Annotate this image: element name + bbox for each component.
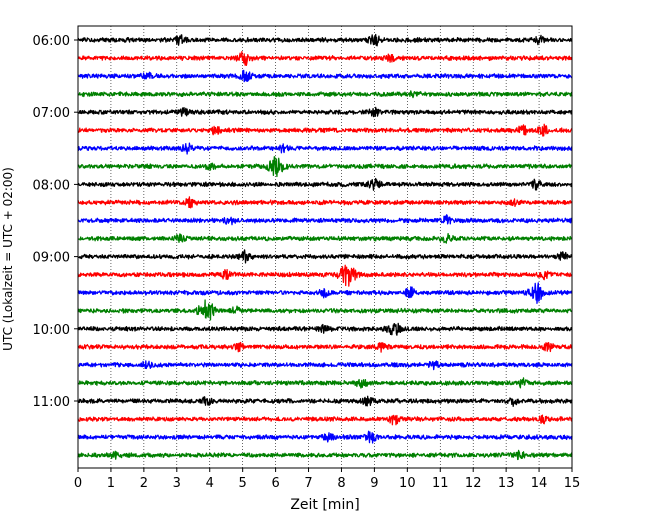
y-axis-label: UTC (Lokalzeit = UTC + 02:00) (1, 167, 15, 351)
trace-line (77, 360, 573, 371)
trace-line (77, 449, 573, 461)
trace-line (77, 214, 573, 226)
trace-line (77, 414, 573, 426)
x-tick-label: 6 (271, 476, 279, 491)
x-tick-label: 12 (465, 476, 482, 491)
x-tick-label: 8 (337, 476, 345, 491)
trace-line (77, 430, 573, 444)
x-tick-label: 14 (531, 476, 548, 491)
x-tick-label: 11 (432, 476, 449, 491)
y-tick-label: 09:00 (33, 251, 70, 266)
x-tick-label: 0 (74, 476, 82, 491)
x-tick-label: 5 (239, 476, 247, 491)
trace-line (77, 196, 573, 209)
y-tick-label: 07:00 (33, 106, 70, 121)
y-tick-label: 08:00 (33, 178, 70, 193)
y-tick-label: 11:00 (33, 395, 70, 410)
x-tick-label: 7 (304, 476, 312, 491)
trace-line (77, 106, 573, 118)
y-axis-ticks: 06:00 07:00 08:00 09:00 10:00 11:00 (33, 34, 78, 410)
trace-line (77, 33, 573, 47)
trace-line (77, 177, 573, 191)
trace-line (77, 264, 573, 287)
trace-line (77, 377, 573, 389)
trace-line (77, 322, 573, 336)
trace-line (77, 142, 573, 155)
trace-line (77, 299, 573, 321)
trace-line (77, 341, 573, 353)
y-tick-label: 10:00 (33, 323, 70, 338)
x-axis-label: Zeit [min] (290, 497, 359, 513)
y-tick-label: 06:00 (33, 34, 70, 49)
x-axis-ticks: 0 1 2 3 4 5 6 7 8 9 10 11 12 13 14 15 (74, 468, 580, 491)
seismogram-traces (77, 33, 573, 461)
x-tick-label: 10 (399, 476, 416, 491)
trace-line (77, 69, 573, 83)
x-tick-label: 2 (140, 476, 148, 491)
x-tick-label: 3 (173, 476, 181, 491)
trace-line (77, 282, 573, 304)
trace-line (77, 395, 573, 407)
trace-line (77, 156, 573, 178)
plot-frame (77, 25, 573, 469)
trace-line (77, 123, 573, 137)
trace-line (77, 232, 573, 244)
x-tick-label: 9 (370, 476, 378, 491)
x-tick-label: 13 (498, 476, 515, 491)
trace-line (77, 249, 573, 264)
x-tick-label: 4 (206, 476, 214, 491)
trace-line (77, 90, 573, 99)
trace-line (77, 51, 573, 67)
x-tick-label: 1 (107, 476, 115, 491)
x-tick-label: 15 (564, 476, 581, 491)
